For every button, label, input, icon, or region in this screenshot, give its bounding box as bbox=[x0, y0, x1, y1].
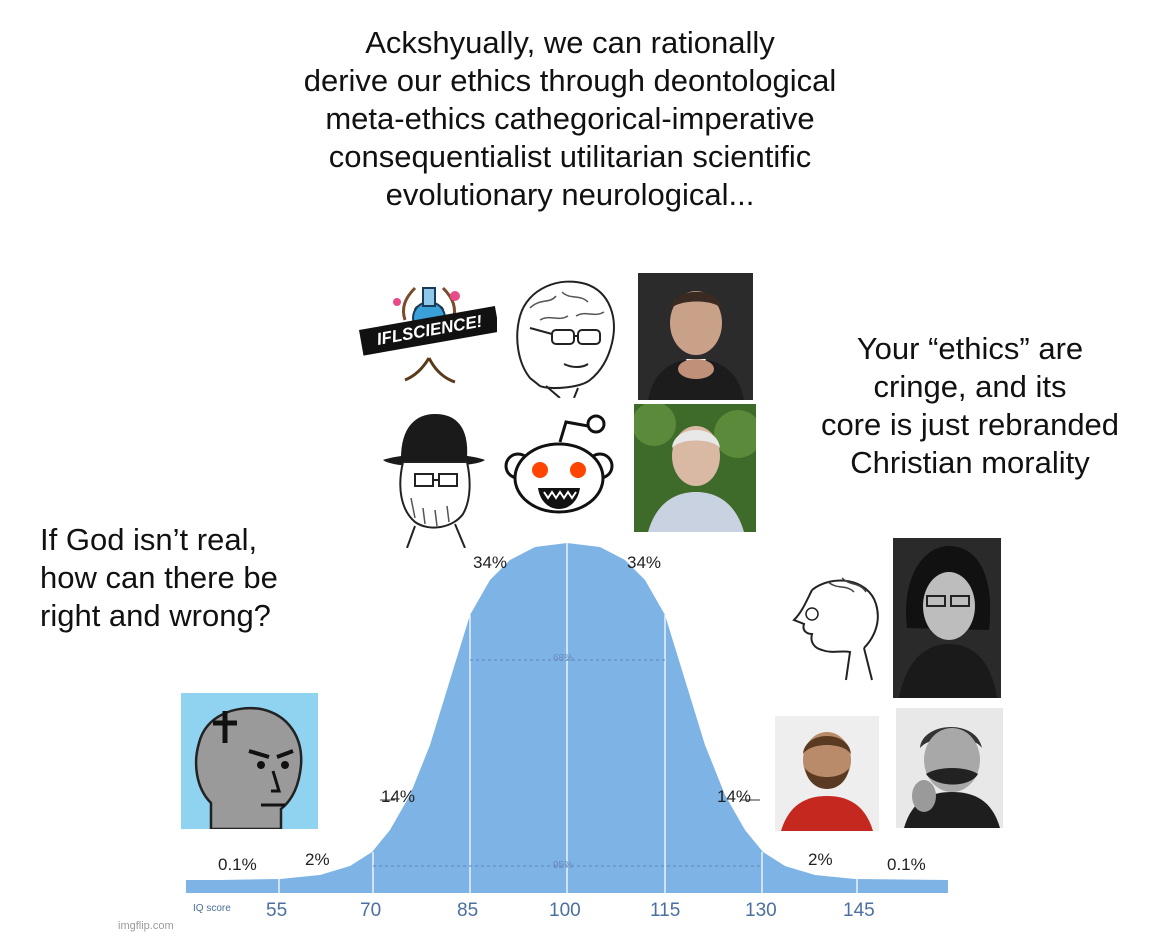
watermark: imgflip.com bbox=[118, 920, 174, 932]
pct-label: 34% bbox=[627, 553, 662, 572]
axis-tick: 70 bbox=[360, 900, 382, 921]
bw-portrait-photo bbox=[893, 538, 1001, 698]
axis-tick: 100 bbox=[549, 900, 581, 921]
pct-label: 2% bbox=[808, 850, 833, 869]
axis-tick: 130 bbox=[745, 900, 777, 921]
pct-label: 2% bbox=[305, 850, 330, 869]
caption-line: core is just rebranded bbox=[820, 407, 1120, 442]
caption-line: how can there be bbox=[40, 560, 278, 595]
reddit-snoo-icon bbox=[500, 412, 618, 530]
pct-label: 14% bbox=[717, 787, 752, 806]
axis-tick: 115 bbox=[650, 900, 681, 921]
iflscience-logo: IFLSCIENCE! bbox=[357, 268, 497, 393]
caption-left: If God isn’t real, how can there be righ… bbox=[20, 521, 370, 635]
axis-tick: 55 bbox=[266, 900, 288, 921]
axis-tick: 145 bbox=[843, 900, 875, 921]
caption-right: Your “ethics” are cringe, and its core i… bbox=[770, 330, 1170, 482]
mustached-man-photo bbox=[896, 708, 1003, 828]
caption-line: Your “ethics” are bbox=[856, 331, 1084, 366]
axis-title: IQ score bbox=[193, 903, 231, 914]
caption-line: derive our ethics through deontological bbox=[303, 63, 837, 98]
caption-line: If God isn’t real, bbox=[40, 522, 258, 557]
pct-label: 0.1% bbox=[887, 855, 926, 874]
caption-line: consequentialist utilitarian scientific bbox=[328, 139, 812, 174]
caption-line: meta-ethics cathegorical-imperative bbox=[325, 101, 815, 136]
sketch-profile-image bbox=[772, 570, 887, 700]
fedora-wojak-image bbox=[375, 398, 490, 548]
pct-label: 34% bbox=[473, 553, 508, 572]
pct-label: 0.1% bbox=[218, 855, 257, 874]
axis-tick: 85 bbox=[457, 900, 479, 921]
brain-wojak-image bbox=[500, 268, 620, 398]
caption-line: evolutionary neurological... bbox=[385, 177, 755, 212]
suited-man-photo bbox=[638, 273, 753, 400]
caption-line: right and wrong? bbox=[40, 598, 271, 633]
caption-line: cringe, and its bbox=[873, 369, 1067, 404]
npc-wojak-image bbox=[181, 693, 318, 829]
pct-inner-label: 68% bbox=[553, 653, 574, 664]
pct-inner-label: 95% bbox=[553, 860, 574, 871]
bearded-man-photo bbox=[775, 716, 879, 831]
caption-line: Ackshyually, we can rationally bbox=[365, 25, 775, 60]
pct-label: 14% bbox=[381, 787, 416, 806]
older-man-photo bbox=[634, 404, 756, 532]
caption-midwit: Ackshyually, we can rationally derive ou… bbox=[200, 24, 940, 214]
caption-line: Christian morality bbox=[850, 445, 1090, 480]
